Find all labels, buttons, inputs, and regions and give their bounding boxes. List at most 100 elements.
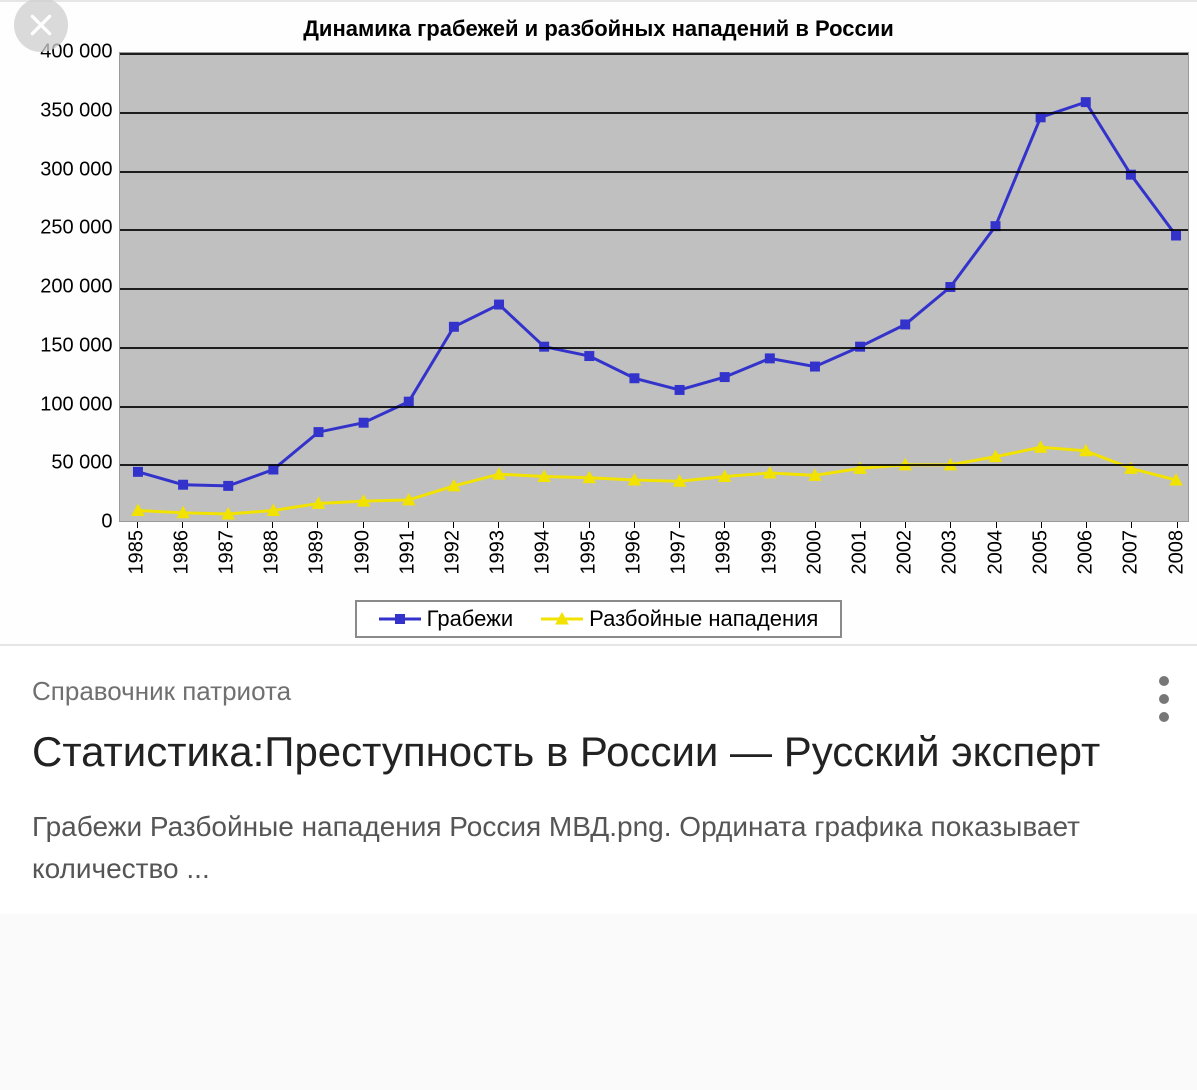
plot-area xyxy=(119,52,1189,522)
result-source: Справочник патриота xyxy=(32,676,1165,707)
x-tick xyxy=(724,522,725,528)
x-tick-label: 1999 xyxy=(758,530,781,575)
legend-item: Грабежи xyxy=(379,606,514,632)
series-marker xyxy=(449,322,458,331)
x-tick-label: 1989 xyxy=(306,530,329,575)
x-tick xyxy=(634,522,635,528)
x-tick xyxy=(679,522,680,528)
x-tick xyxy=(408,522,409,528)
x-tick xyxy=(227,522,228,528)
x-tick-label: 2003 xyxy=(939,530,962,575)
series-marker xyxy=(810,362,819,371)
x-tick-label: 2004 xyxy=(984,530,1007,575)
y-tick-label: 50 000 xyxy=(51,452,112,475)
x-axis-labels: 1985198619871988198919901991199219931994… xyxy=(119,522,1189,592)
gridline xyxy=(120,288,1188,290)
series-marker xyxy=(178,480,187,489)
close-button[interactable] xyxy=(14,0,68,52)
x-tick xyxy=(589,522,590,528)
series-line xyxy=(137,447,1175,514)
legend-swatch xyxy=(541,612,583,626)
legend-swatch xyxy=(379,612,421,626)
overflow-dot xyxy=(1159,712,1169,722)
gridline xyxy=(120,112,1188,114)
x-tick-label: 1996 xyxy=(622,530,645,575)
result-snippet: Грабежи Разбойные нападения Россия МВД.p… xyxy=(32,806,1082,890)
chart-area: 0 50 000 100 000 150 000 200 000 250 000 300 0… xyxy=(9,52,1189,592)
gridline xyxy=(120,347,1188,349)
x-tick-label: 1986 xyxy=(170,530,193,575)
gridline xyxy=(120,53,1188,55)
x-tick-label: 1995 xyxy=(577,530,600,575)
x-tick xyxy=(363,522,364,528)
x-tick xyxy=(182,522,183,528)
y-tick-label: 100 000 xyxy=(40,393,112,416)
x-tick xyxy=(860,522,861,528)
result-overflow-button[interactable] xyxy=(1159,676,1169,722)
result-title[interactable]: Статистика:Преступность в России — Русск… xyxy=(32,725,1165,780)
y-tick-label: 0 xyxy=(101,511,112,534)
overflow-dot xyxy=(1159,694,1169,704)
x-tick-label: 1993 xyxy=(487,530,510,575)
x-tick xyxy=(1131,522,1132,528)
series-marker xyxy=(765,354,774,363)
y-tick-label: 300 000 xyxy=(40,158,112,181)
chart-card: Динамика грабежей и разбойных нападений … xyxy=(0,2,1197,646)
y-tick-label: 200 000 xyxy=(40,276,112,299)
series-marker xyxy=(223,481,232,490)
x-tick xyxy=(1177,522,1178,528)
x-tick xyxy=(1041,522,1042,528)
x-tick xyxy=(498,522,499,528)
x-tick xyxy=(1086,522,1087,528)
legend-item: Разбойные нападения xyxy=(541,606,818,632)
x-tick-label: 2008 xyxy=(1165,530,1188,575)
series-marker xyxy=(359,418,368,427)
x-tick-label: 2007 xyxy=(1120,530,1143,575)
series-marker xyxy=(268,465,277,474)
x-tick-label: 1998 xyxy=(713,530,736,575)
x-tick-label: 2001 xyxy=(848,530,871,575)
x-tick-label: 2005 xyxy=(1029,530,1052,575)
x-tick-label: 1985 xyxy=(125,530,148,575)
y-axis-labels: 050 000100 000150 000200 000250 000300 0… xyxy=(9,52,119,522)
x-tick-label: 1988 xyxy=(261,530,284,575)
gridline xyxy=(120,229,1188,231)
x-tick xyxy=(950,522,951,528)
legend-label: Разбойные нападения xyxy=(589,606,818,632)
y-tick-label: 350 000 xyxy=(40,99,112,122)
gridline xyxy=(120,406,1188,408)
series-marker xyxy=(900,320,909,329)
x-tick xyxy=(996,522,997,528)
y-tick-label: 250 000 xyxy=(40,217,112,240)
series-marker xyxy=(675,385,684,394)
series-line xyxy=(137,102,1175,486)
plot-svg xyxy=(120,53,1188,521)
series-marker xyxy=(494,300,503,309)
x-tick-label: 1997 xyxy=(668,530,691,575)
chart-title: Динамика грабежей и разбойных нападений … xyxy=(8,16,1189,42)
x-tick xyxy=(137,522,138,528)
x-tick xyxy=(453,522,454,528)
x-tick xyxy=(317,522,318,528)
x-tick-label: 2000 xyxy=(803,530,826,575)
series-marker xyxy=(584,352,593,361)
x-tick xyxy=(770,522,771,528)
x-tick-label: 1987 xyxy=(215,530,238,575)
x-tick-label: 1994 xyxy=(532,530,555,575)
series-marker xyxy=(629,374,638,383)
overflow-dot xyxy=(1159,676,1169,686)
series-marker xyxy=(133,467,142,476)
series-marker xyxy=(1171,231,1180,240)
close-icon xyxy=(28,12,54,38)
legend: Грабежи Разбойные нападения xyxy=(355,600,843,638)
y-tick-label: 150 000 xyxy=(40,334,112,357)
series-marker xyxy=(945,283,954,292)
series-marker xyxy=(1036,113,1045,122)
series-marker xyxy=(314,428,323,437)
x-tick-label: 2006 xyxy=(1075,530,1098,575)
result-card[interactable]: Справочник патриота Статистика:Преступно… xyxy=(0,646,1197,914)
legend-label: Грабежи xyxy=(427,606,514,632)
gridline xyxy=(120,464,1188,466)
x-tick xyxy=(905,522,906,528)
gridline xyxy=(120,171,1188,173)
